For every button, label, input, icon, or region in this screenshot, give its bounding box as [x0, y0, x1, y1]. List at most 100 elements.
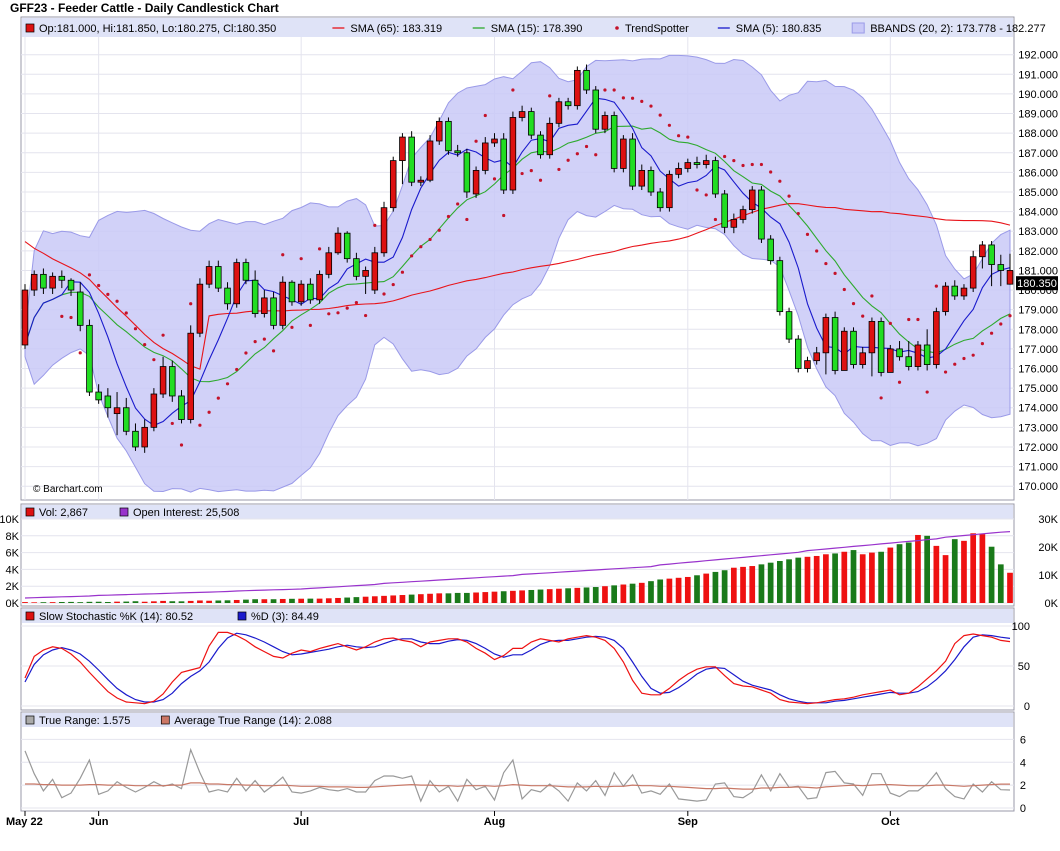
- trendspotter-dot: [888, 321, 892, 325]
- volume-panel-frame: [20, 503, 1015, 607]
- candle-body: [67, 279, 75, 291]
- trendspotter-dot: [271, 349, 276, 353]
- trendspotter-dot: [78, 351, 82, 355]
- price-y-tick-label: 184.000: [1018, 207, 1058, 219]
- volume-bar: [850, 550, 857, 603]
- volume-bar: [344, 597, 351, 603]
- trendspotter-dot: [410, 254, 414, 258]
- candle-body: [868, 321, 876, 354]
- volume-bar: [390, 595, 397, 603]
- trendspotter-dot: [437, 228, 441, 232]
- candle-body: [776, 260, 784, 313]
- price-legend-bar: [22, 18, 1013, 37]
- volume-bar: [335, 597, 341, 603]
- volume-bar: [491, 591, 498, 603]
- volume-bar: [786, 559, 792, 603]
- price-y-tick-label: 187.000: [1018, 148, 1058, 160]
- trendspotter-dot: [612, 88, 616, 92]
- trendspotter-dot: [60, 314, 64, 318]
- volume-bar: [104, 601, 111, 603]
- trendspotter-dot: [824, 261, 828, 266]
- candle-body: [353, 258, 360, 277]
- volume-bar: [896, 544, 903, 603]
- candle-body: [638, 170, 646, 187]
- x-axis-label: Aug: [484, 816, 505, 828]
- candle-body: [942, 285, 949, 313]
- candle-body: [730, 219, 738, 228]
- candle-body: [491, 138, 498, 144]
- candle-body: [555, 101, 563, 124]
- candle-body: [325, 252, 333, 275]
- volume-bar: [31, 602, 38, 603]
- volume-legend-marker: [25, 507, 35, 517]
- trendspotter-dot: [492, 177, 497, 181]
- volume-bar: [988, 546, 995, 603]
- trendspotter-dot: [69, 315, 73, 320]
- volume-bar: [289, 598, 295, 603]
- stochastic-legend-label: %D (3): 84.49: [251, 611, 319, 623]
- candle-body: [159, 366, 167, 395]
- trendspotter-dot: [262, 337, 266, 341]
- volume-bar: [252, 599, 258, 603]
- trendspotter-dot: [925, 390, 929, 394]
- price-y-tick-label: 176.000: [1018, 364, 1058, 376]
- volume-bar: [132, 601, 139, 603]
- x-axis-label: Jul: [293, 816, 309, 828]
- trendspotter-dot: [989, 331, 994, 335]
- price-y-tick-label: 191.000: [1018, 69, 1058, 81]
- trendspotter-dot: [364, 313, 368, 318]
- volume-bar: [114, 601, 120, 603]
- trendspotter-dot: [345, 306, 349, 310]
- price-legend-marker: [615, 26, 619, 30]
- volume-bar: [878, 551, 884, 603]
- trendspotter-dot: [640, 99, 644, 103]
- volume-bar: [638, 582, 645, 603]
- volume-bar: [961, 540, 967, 603]
- trendspotter-dot: [769, 170, 773, 174]
- volume-bar: [261, 599, 268, 603]
- volume-bar: [224, 600, 231, 603]
- volume-bar: [141, 601, 148, 603]
- trendspotter-dot: [999, 322, 1003, 326]
- volume-bar: [629, 583, 636, 603]
- price-legend-marker: [851, 22, 865, 34]
- trendspotter-dot: [566, 158, 570, 162]
- volume-bar: [546, 589, 553, 603]
- price-y-tick-label: 170.000: [1018, 481, 1058, 493]
- volume-bar: [206, 600, 212, 603]
- volume-bar: [666, 578, 673, 603]
- price-y-tick-label: 181.000: [1018, 265, 1058, 277]
- volume-bar: [979, 534, 986, 603]
- trendspotter-dot: [483, 113, 487, 118]
- candle-body: [804, 360, 811, 369]
- volume-bar: [841, 551, 848, 603]
- candle-body: [334, 232, 342, 254]
- candle-body: [251, 279, 259, 314]
- volume-bar: [740, 566, 746, 603]
- volume-bar: [537, 589, 544, 603]
- trendspotter-dot: [336, 311, 340, 315]
- x-axis-label: Sep: [678, 816, 698, 828]
- candle-body: [380, 207, 388, 254]
- trendspotter-dot: [97, 283, 101, 288]
- candle-body: [785, 311, 793, 340]
- stochastic-panel-frame: [20, 607, 1015, 711]
- trendspotter-dot: [704, 193, 708, 197]
- candle-body: [30, 273, 38, 291]
- atr-legend-label: Average True Range (14): 2.088: [174, 715, 332, 727]
- trendspotter-dot: [815, 249, 819, 253]
- volume-bar: [233, 599, 240, 603]
- trendspotter-dot: [787, 194, 791, 198]
- candle-body: [583, 69, 590, 91]
- volume-bar: [519, 590, 525, 603]
- candle-body: [610, 115, 618, 169]
- trendspotter-dot: [373, 223, 377, 227]
- candle-body: [426, 140, 434, 181]
- trendspotter-dot: [216, 396, 220, 400]
- volume-bar: [777, 561, 783, 603]
- atr-panel-frame: [20, 711, 1015, 812]
- price-legend-label: BBANDS (20, 2): 173.778 - 182.277: [870, 23, 1045, 35]
- candle-body: [739, 209, 747, 220]
- candle-body: [822, 317, 830, 354]
